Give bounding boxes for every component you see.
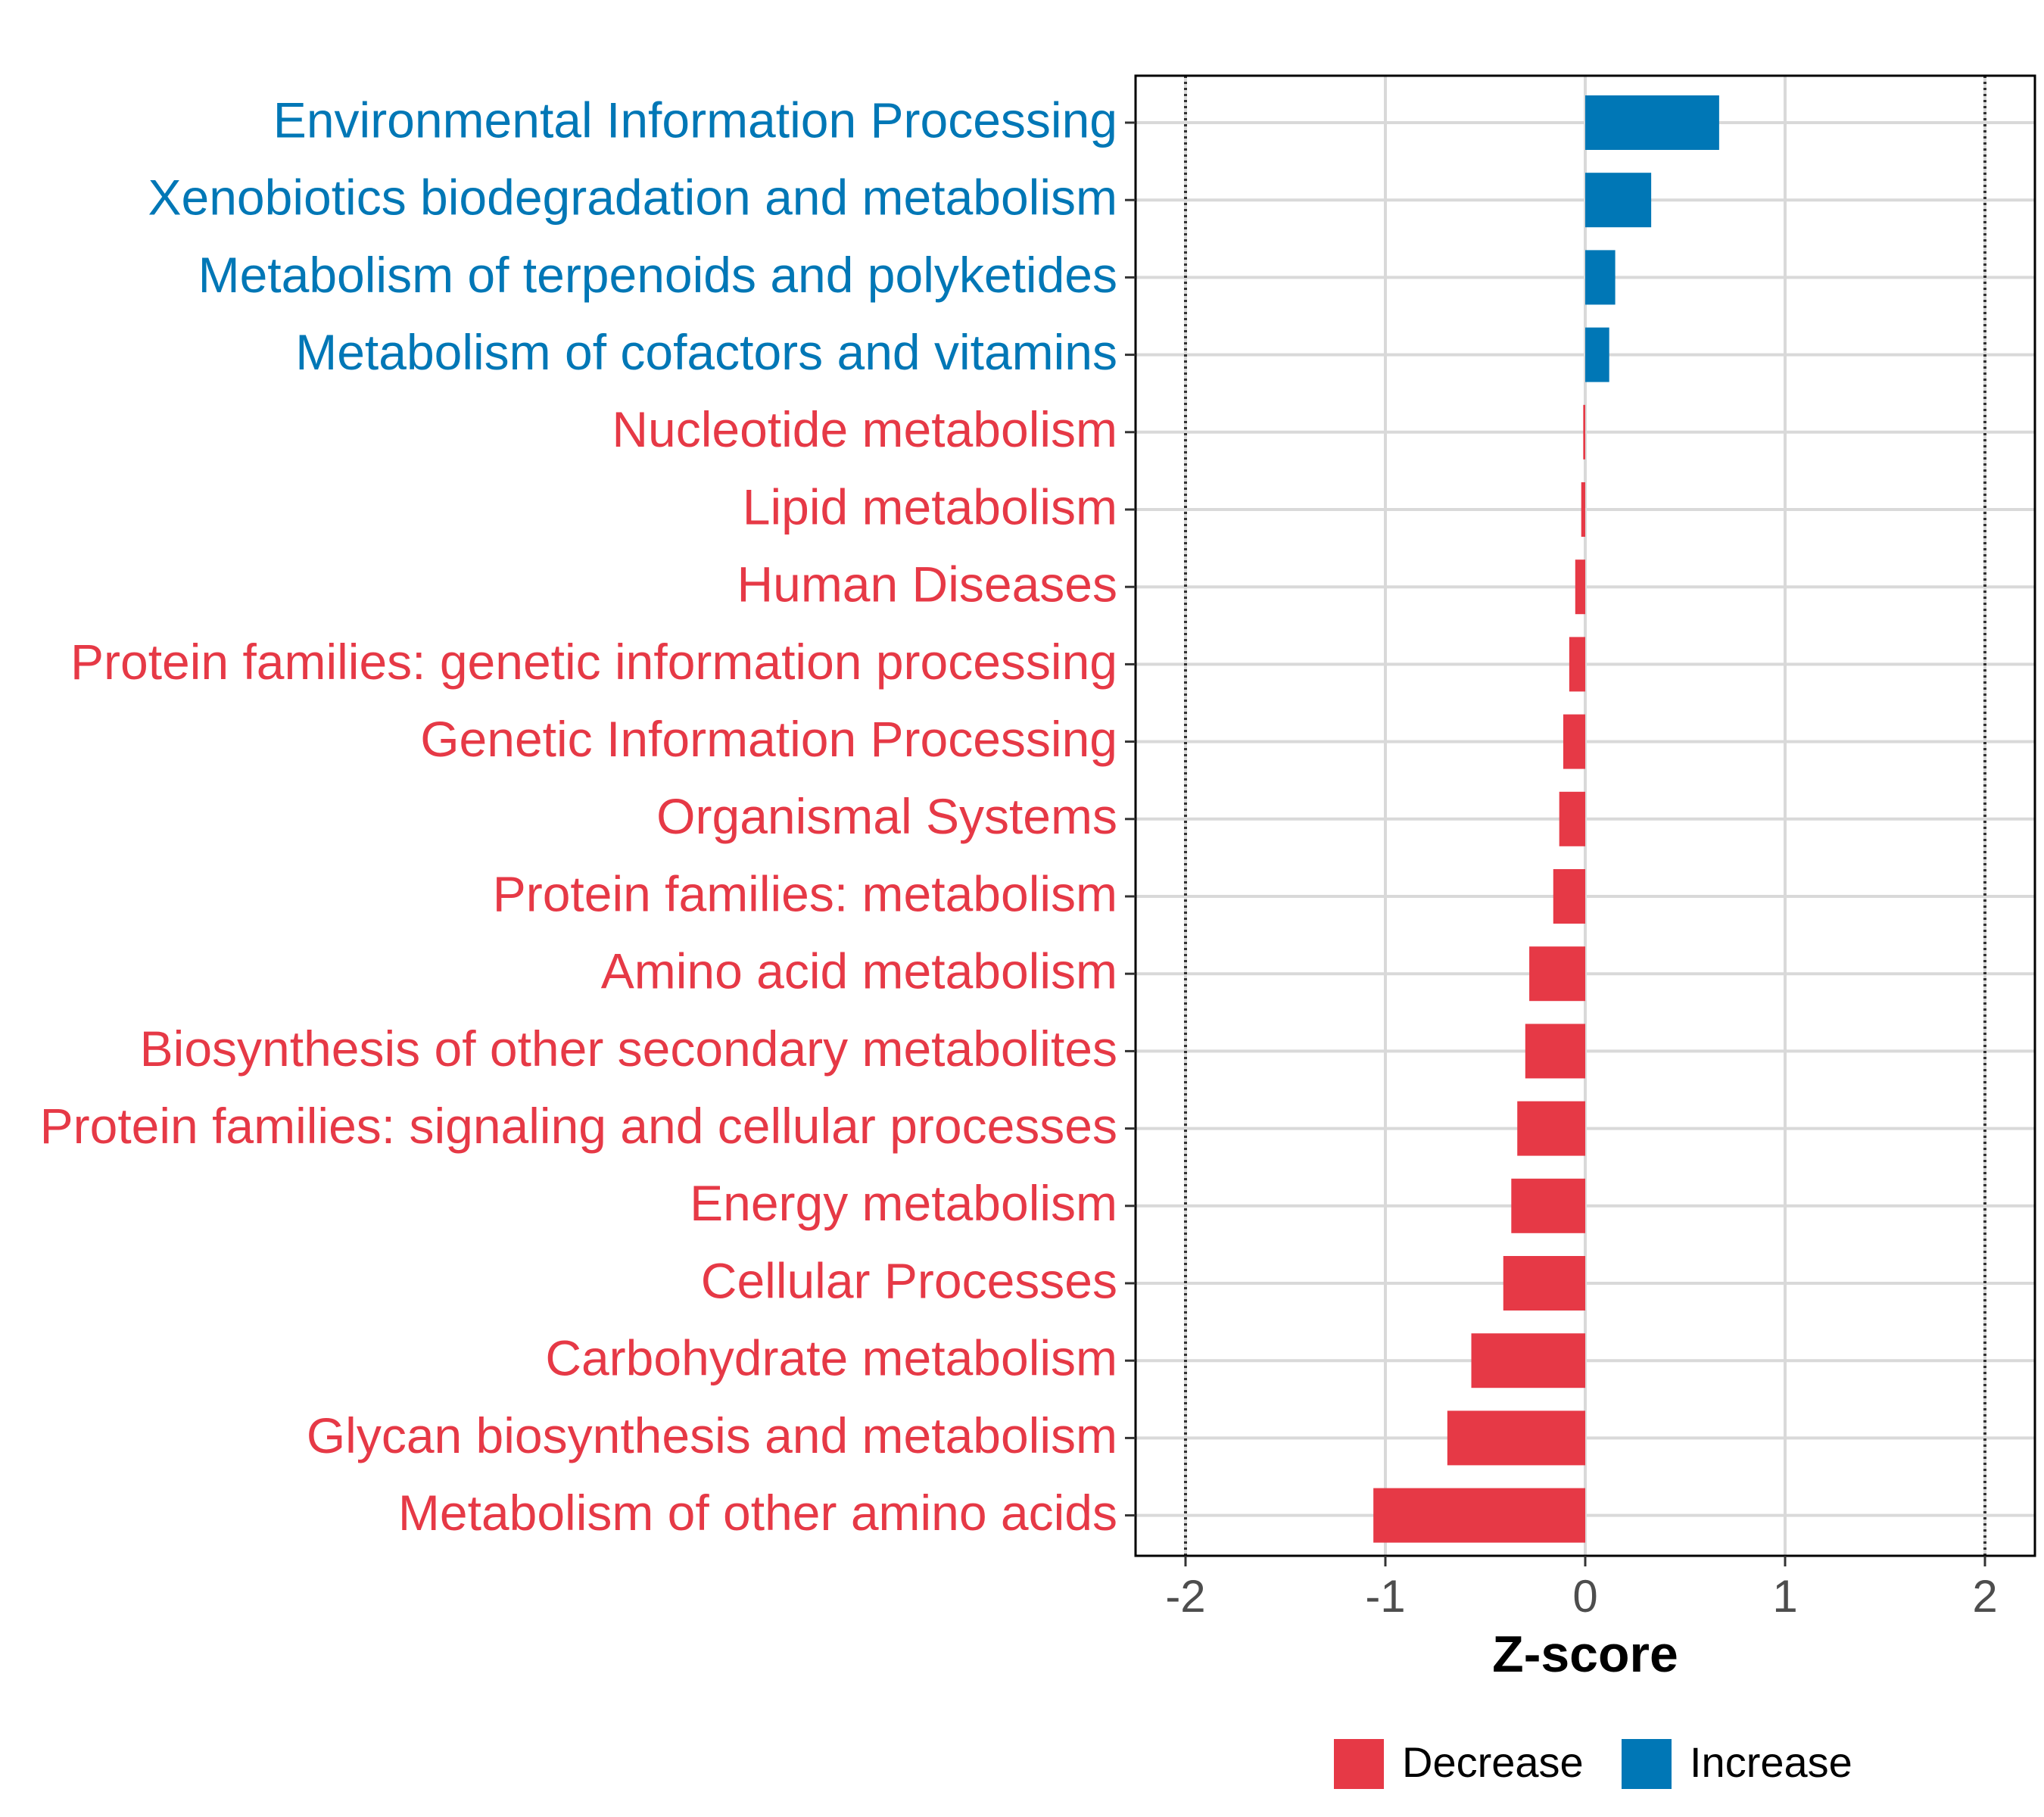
category-labels: Environmental Information Processing Xeno…: [40, 92, 1117, 1541]
x-tick-label: 1: [1772, 1571, 1797, 1622]
category-label: Metabolism of cofactors and vitamins: [295, 324, 1117, 380]
category-label: Nucleotide metabolism: [612, 401, 1117, 457]
reference-lines: [1184, 76, 1986, 1556]
category-label: Human Diseases: [737, 556, 1117, 612]
category-label: Carbohydrate metabolism: [545, 1330, 1117, 1386]
bars: [1373, 95, 1719, 1543]
bar-14: [1517, 1101, 1585, 1156]
legend-label-increase: Increase: [1690, 1738, 1852, 1786]
bar-19: [1373, 1488, 1585, 1543]
category-label: Environmental Information Processing: [273, 92, 1117, 148]
bar-8: [1569, 637, 1585, 692]
category-label: Amino acid metabolism: [601, 943, 1117, 999]
category-label: Energy metabolism: [690, 1175, 1117, 1231]
bar-18: [1447, 1410, 1585, 1466]
x-axis-title: Z-score: [1492, 1625, 1678, 1683]
bar-9: [1563, 714, 1585, 769]
category-label: Biosynthesis of other secondary metaboli…: [140, 1021, 1117, 1077]
bar-15: [1511, 1178, 1585, 1233]
bar-2: [1585, 173, 1652, 228]
category-label: Protein families: metabolism: [493, 865, 1117, 921]
x-tick-label: -2: [1165, 1571, 1205, 1622]
bar-17: [1471, 1333, 1585, 1388]
y-axis-ticks: [1125, 121, 1136, 1517]
category-label: Xenobiotics biodegradation and metabolis…: [148, 170, 1118, 226]
category-label: Organismal Systems: [656, 788, 1117, 844]
legend-label-decrease: Decrease: [1402, 1738, 1584, 1786]
category-label: Glycan biosynthesis and metabolism: [307, 1407, 1117, 1463]
category-label: Lipid metabolism: [743, 478, 1117, 535]
bar-13: [1525, 1024, 1585, 1079]
bar-16: [1503, 1256, 1585, 1311]
category-label: Protein families: genetic information pr…: [70, 634, 1117, 690]
x-tick-label: -1: [1365, 1571, 1405, 1622]
category-label: Metabolism of terpenoids and polyketides: [198, 247, 1117, 303]
bar-7: [1575, 559, 1585, 615]
bar-6: [1581, 482, 1585, 537]
bar-12: [1529, 946, 1585, 1002]
bar-1: [1585, 95, 1719, 150]
legend-swatch-increase: [1622, 1739, 1672, 1789]
bar-3: [1585, 250, 1616, 305]
legend-swatch-decrease: [1334, 1739, 1384, 1789]
x-axis-ticks: -2 -1 0 1 2: [1165, 1556, 1998, 1622]
category-label: Cellular Processes: [701, 1252, 1117, 1308]
bar-5: [1583, 404, 1585, 460]
legend: Decrease Increase: [1334, 1738, 1852, 1789]
category-label: Protein families: signaling and cellular…: [40, 1098, 1117, 1154]
category-label: Genetic Information Processing: [420, 711, 1117, 767]
bar-4: [1585, 327, 1609, 382]
bar-10: [1559, 791, 1585, 846]
category-label: Metabolism of other amino acids: [398, 1485, 1117, 1541]
bar-11: [1553, 869, 1585, 924]
x-tick-label: 0: [1572, 1571, 1597, 1622]
x-tick-label: 2: [1972, 1571, 1997, 1622]
